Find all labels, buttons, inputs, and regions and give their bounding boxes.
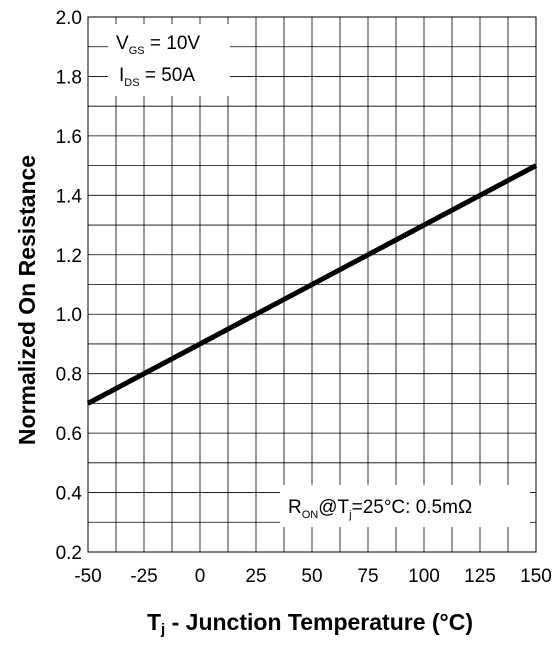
ids-annotation: IDS = 50A (119, 65, 195, 89)
x-tick-label: 75 (357, 566, 378, 587)
y-tick-label: 1.8 (56, 67, 82, 88)
conditions-annotation-bg (108, 24, 230, 96)
x-tick-label: 100 (408, 566, 440, 587)
y-tick-label: 1.2 (56, 246, 82, 267)
x-tick-label: 25 (245, 566, 266, 587)
vgs-annotation: VGS = 10V (116, 33, 200, 57)
y-tick-label: 0.8 (56, 365, 82, 386)
y-tick-label: 0.2 (56, 543, 82, 564)
x-tick-label: 150 (520, 566, 552, 587)
series-line (86, 163, 538, 406)
y-tick-label: 0.4 (56, 484, 83, 505)
y-tick-label: 1.0 (56, 305, 82, 326)
tick-labels: -50 -25 0 25 50 75 100 125 150 0.2 0.4 0.6 0.8 1.0 1.2… (56, 8, 552, 587)
ron-annotation: RON@Tj=25°C: 0.5mΩ (288, 497, 472, 521)
y-tick-label: 1.6 (56, 127, 82, 148)
y-axis-title: Normalized On Resistance (14, 155, 40, 445)
x-tick-label: 125 (464, 566, 496, 587)
x-axis-title: Tj - Junction Temperature (°C) (147, 609, 473, 638)
y-tick-label: 2.0 (56, 8, 82, 29)
y-tick-label: 1.4 (56, 186, 83, 207)
plot-frame (87, 16, 537, 553)
ron-annotation-bg (280, 485, 530, 527)
y-tick-label: 0.6 (56, 424, 82, 445)
x-tick-label: -50 (74, 566, 101, 587)
series-group (86, 163, 538, 406)
x-tick-label: 50 (301, 566, 322, 587)
x-tick-label: -25 (130, 566, 157, 587)
x-tick-label: 0 (195, 566, 206, 587)
